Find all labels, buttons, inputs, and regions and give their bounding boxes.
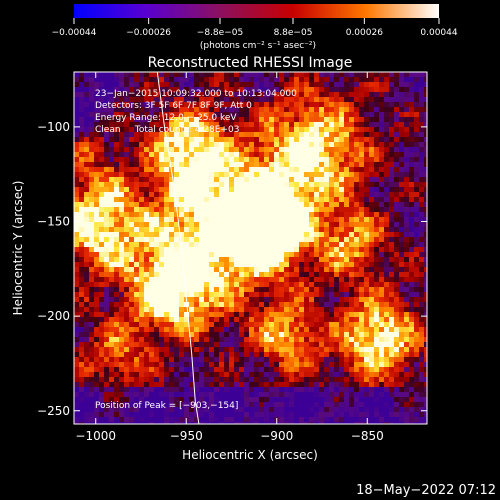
annotation-peak-position: Position of Peak = [−903,−154] [95,401,238,411]
colorbar-tick-label: −8.8e−05 [197,28,243,38]
heatmap-image [74,72,427,424]
y-tick-label: −250 [37,404,70,418]
y-tick-label: −200 [37,309,70,323]
colorbar-tick-label: −0.00044 [52,28,97,38]
colorbar-tick-label: 0.00044 [420,28,457,38]
colorbar-ticks: −0.00044 −0.00026 −8.8e−05 8.8e−05 0.00026 0.… [52,18,458,38]
solar-limb-line [156,72,200,424]
colorbar-tick-label: 8.8e−05 [274,28,313,38]
axis-ticks: −1000 −950 −900 −850 −100 −150 −200 −250 [37,72,427,443]
y-tick-label: −150 [37,215,70,229]
colorbar-tick-label: −0.00026 [126,28,171,38]
annotation-clean-counts: Clean Total counts: 4.28E+03 [95,125,239,135]
annotation-detectors: Detectors: 3F 5F 6F 7F 8F 9F, Att 0 [95,101,252,111]
x-tick-label: −950 [170,429,203,443]
x-axis-label: Heliocentric X (arcsec) [182,448,318,462]
footer-date: 18−May−2022 07:12 [356,483,496,498]
x-tick-label: −850 [351,429,384,443]
x-tick-label: −1000 [75,429,116,443]
plot-title: Reconstructed RHESSI Image [148,55,353,71]
plot-frame [73,71,428,425]
annotation-energy-range: Energy Range: 12.0 − 25.0 keV [95,113,237,123]
x-tick-label: −900 [260,429,293,443]
colorbar [74,4,439,18]
y-tick-label: −100 [37,120,70,134]
y-axis-label: Heliocentric Y (arcsec) [11,181,25,316]
annotation-time-range: 23−Jan−2015 10:09:32.000 to 10:13:04.000 [95,89,297,99]
colorbar-tick-label: 0.00026 [346,28,383,38]
colorbar-unit-label: (photons cm⁻² s⁻¹ asec⁻²) [200,41,316,51]
